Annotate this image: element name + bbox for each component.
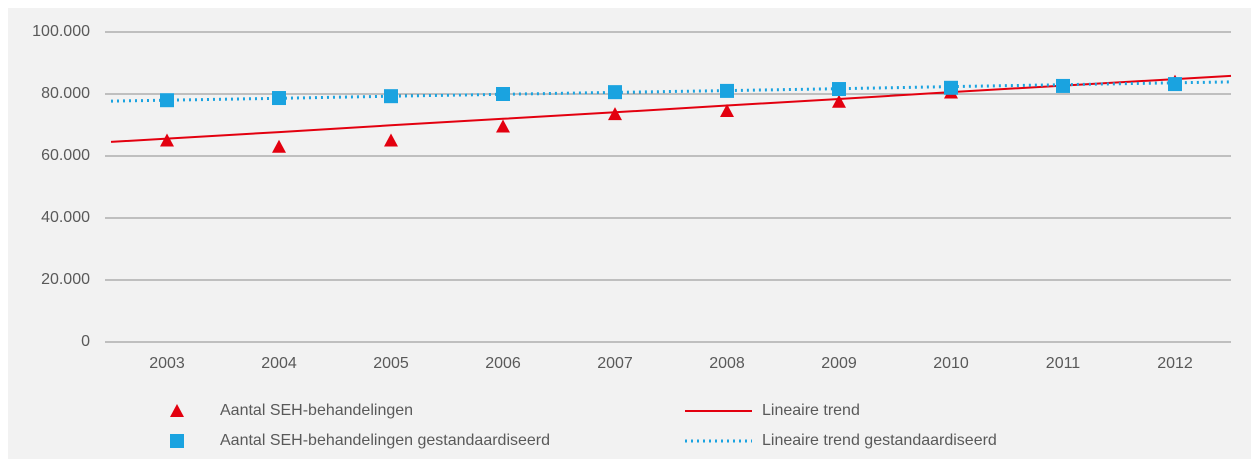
square-marker (608, 85, 622, 100)
x-tick-label: 2007 (597, 355, 633, 372)
y-tick-label: 20.000 (41, 271, 90, 288)
legend-label: Aantal SEH-behandelingen (220, 402, 413, 419)
triangle-marker (384, 133, 398, 147)
legend-label: Lineaire trend (762, 402, 860, 419)
trend-line (110, 74, 1232, 143)
triangle-marker (608, 107, 622, 121)
x-tick-label: 2009 (821, 355, 857, 372)
x-tick-label: 2011 (1046, 355, 1081, 372)
triangle-marker (832, 94, 846, 108)
square-marker (160, 93, 174, 108)
triangle-marker (720, 104, 734, 118)
x-tick-label: 2012 (1157, 355, 1193, 372)
x-tick-label: 2006 (485, 355, 521, 372)
x-tick-label: 2003 (149, 355, 185, 372)
x-tick-label: 2004 (261, 355, 297, 372)
square-marker (384, 89, 398, 104)
legend-marker (170, 404, 184, 417)
x-tick-label: 2005 (373, 355, 409, 372)
square-marker (720, 83, 734, 98)
y-tick-label: 0 (81, 333, 90, 350)
triangle-marker (496, 119, 510, 133)
y-tick-label: 80.000 (41, 85, 90, 102)
square-marker (496, 87, 510, 101)
square-marker (1168, 77, 1182, 92)
legend-marker (170, 434, 184, 448)
square-marker (272, 91, 286, 106)
legend-label: Aantal SEH-behandelingen gestandaardisee… (220, 432, 550, 449)
triangle-marker (160, 133, 174, 147)
x-tick-label: 2008 (709, 355, 745, 372)
square-marker (944, 80, 958, 95)
y-tick-label: 40.000 (41, 209, 90, 226)
chart-background (8, 8, 1251, 459)
legend-label: Lineaire trend gestandaardiseerd (762, 432, 997, 449)
triangle-marker (272, 139, 286, 153)
square-marker (1056, 78, 1070, 93)
square-marker (832, 82, 846, 97)
x-tick-label: 2010 (933, 355, 969, 372)
y-tick-label: 60.000 (41, 147, 90, 164)
y-tick-label: 100.000 (32, 23, 90, 40)
